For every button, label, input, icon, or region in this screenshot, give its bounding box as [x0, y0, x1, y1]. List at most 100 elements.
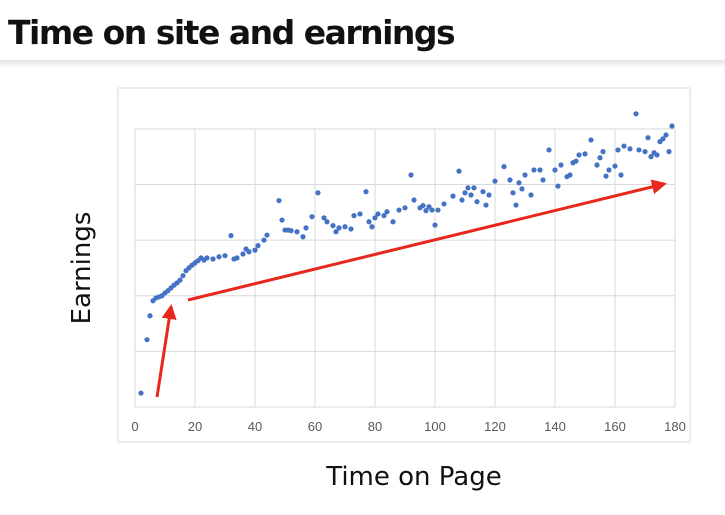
scatter-point [420, 202, 426, 209]
scatter-point [294, 229, 300, 235]
x-tick-label: 0 [131, 419, 138, 434]
scatter-point [348, 226, 354, 232]
scatter-point [147, 313, 153, 319]
scatter-point [300, 234, 306, 240]
scatter-point [441, 201, 447, 207]
scatter-point [465, 185, 471, 191]
scatter-point [597, 155, 603, 161]
scatter-point [546, 147, 552, 153]
scatter-point [618, 172, 624, 178]
scatter-point [429, 207, 435, 213]
plot-frame [117, 87, 691, 443]
scatter-point [240, 251, 246, 257]
x-tick-label: 180 [664, 419, 686, 434]
scatter-point [222, 253, 228, 259]
scatter-point [381, 213, 387, 219]
scatter-point [510, 190, 516, 196]
x-tick-label: 40 [248, 419, 262, 434]
scatter-point [486, 192, 492, 198]
scatter-point [666, 149, 672, 155]
annotation-arrow [155, 304, 177, 398]
scatter-point [432, 222, 438, 228]
scatter-point [351, 213, 357, 219]
x-axis-label: Time on Page [325, 462, 502, 492]
scatter-point [462, 190, 468, 196]
scatter-point [507, 177, 513, 183]
plot-area: 0 20 40 60 80 100 120 140 160 180 [131, 111, 686, 434]
scatter-point [402, 205, 408, 211]
scatter-point [210, 256, 216, 262]
x-tick-label: 80 [368, 419, 382, 434]
scatter-point [660, 136, 666, 142]
scatter-point [423, 208, 429, 214]
scatter-point [303, 225, 309, 231]
title-divider [0, 60, 725, 68]
scatter-point [363, 189, 369, 195]
scatter-point [459, 197, 465, 203]
scatter-point [531, 167, 537, 173]
scatter-point [384, 209, 390, 215]
scatter-point [636, 147, 642, 153]
scatter-point [615, 147, 621, 153]
scatter-point [264, 232, 270, 238]
x-tick-label: 100 [424, 419, 446, 434]
scatter-point [435, 207, 441, 213]
scatter-point [669, 123, 675, 129]
scatter-point [261, 237, 267, 243]
scatter-point [336, 225, 342, 231]
slide-title: Time on site and earnings [8, 13, 455, 52]
scatter-point [663, 132, 669, 138]
scatter-point [654, 152, 660, 158]
scatter-point [408, 172, 414, 178]
scatter-point [582, 151, 588, 157]
scatter-point [594, 162, 600, 168]
scatter-point [576, 152, 582, 158]
scatter-point [528, 192, 534, 198]
scatter-point [606, 167, 612, 173]
scatter-point [567, 172, 573, 178]
scatter-point [330, 223, 336, 229]
scatter-point [342, 224, 348, 230]
scatter-point [396, 207, 402, 213]
scatter-point [279, 217, 285, 223]
scatter-point [633, 111, 639, 117]
x-tick-label: 20 [188, 419, 202, 434]
scatter-point [333, 229, 339, 235]
scatter-point [369, 224, 375, 230]
scatter-point [573, 158, 579, 164]
scatter-point [648, 154, 654, 160]
scatter-point [426, 204, 432, 210]
y-axis-label: Earnings [67, 212, 97, 325]
scatter-point [540, 177, 546, 183]
scatter-point [375, 211, 381, 217]
scatter-point [552, 167, 558, 173]
scatter-point [366, 219, 372, 225]
scatter-point [600, 149, 606, 155]
scatter-point [372, 215, 378, 221]
scatter-point [456, 168, 462, 174]
scatter-point [255, 243, 261, 249]
scatter-point [480, 189, 486, 195]
scatter-point [234, 255, 240, 261]
scatter-point [492, 178, 498, 184]
scatter-point [252, 247, 258, 253]
scatter-point [216, 254, 222, 260]
scatter-point [309, 214, 315, 220]
scatter-point [642, 149, 648, 155]
scatter-point [522, 172, 528, 178]
scatter-point [558, 162, 564, 168]
scatter-point [603, 173, 609, 179]
scatter-point [588, 137, 594, 143]
scatter-point [612, 163, 618, 169]
scatter-point [276, 197, 282, 204]
scatter-point [357, 211, 363, 217]
scatter-point [177, 277, 183, 283]
annotation-arrow [187, 179, 667, 302]
scatter-point [411, 197, 417, 203]
x-tick-label: 60 [308, 419, 322, 434]
scatter-point [390, 219, 396, 225]
scatter-point [519, 186, 525, 192]
scatter-point [501, 164, 507, 170]
scatter-point [627, 146, 633, 152]
